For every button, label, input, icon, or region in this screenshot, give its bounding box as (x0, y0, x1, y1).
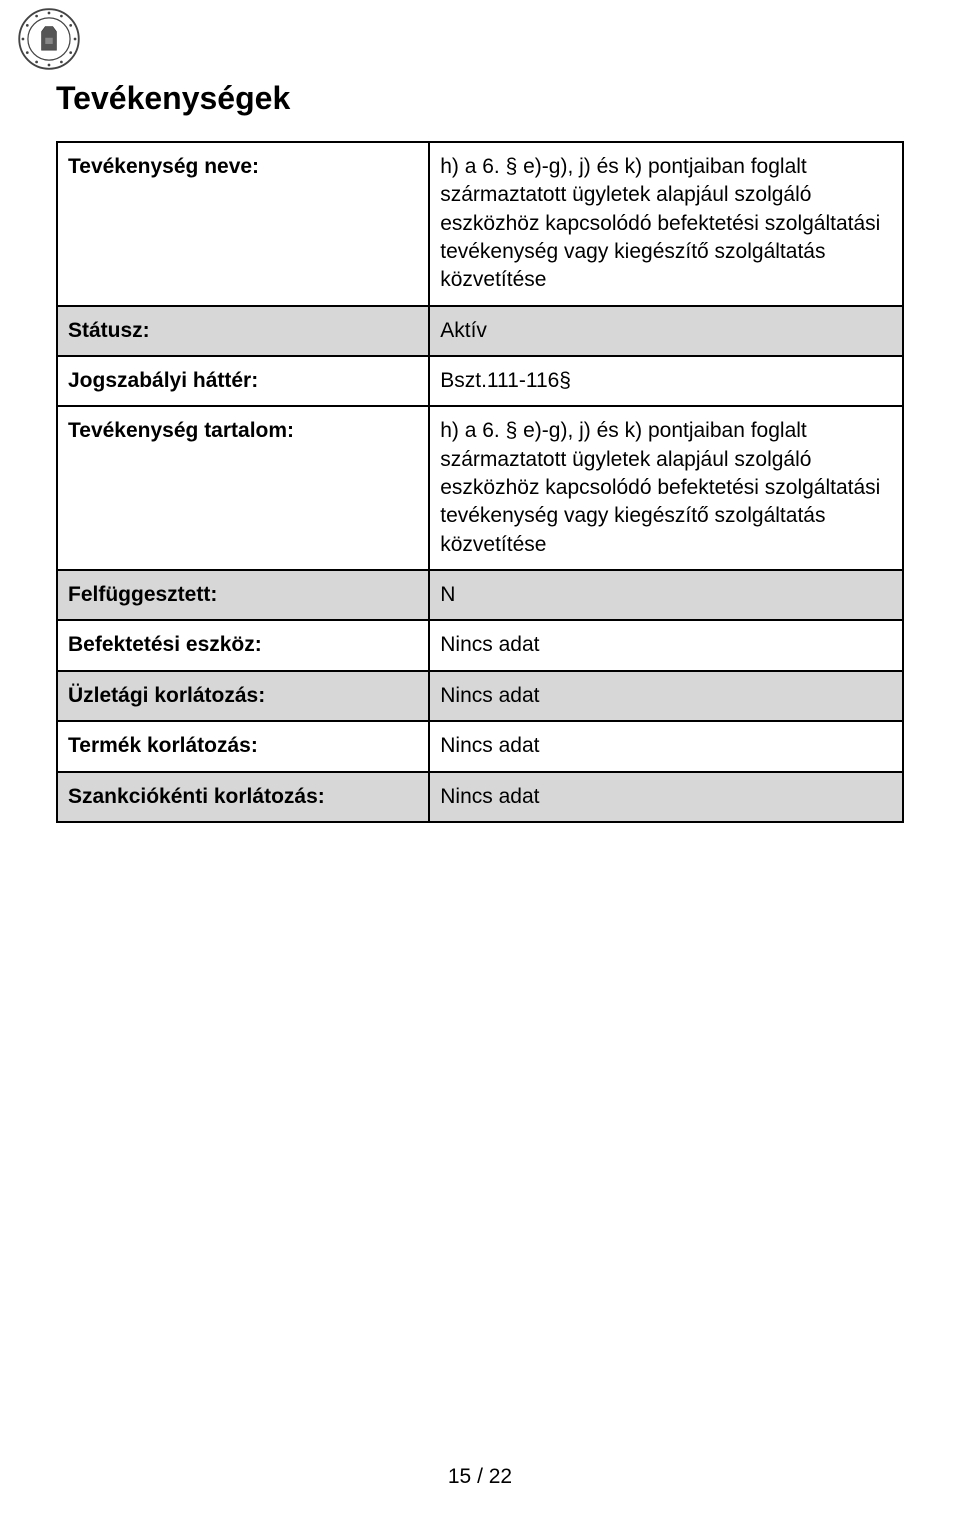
row-label: Befektetési eszköz: (57, 620, 429, 670)
activities-table: Tevékenység neve:h) a 6. § e)-g), j) és … (56, 141, 904, 823)
table-row: Tevékenység neve:h) a 6. § e)-g), j) és … (57, 142, 903, 306)
row-label: Tevékenység tartalom: (57, 406, 429, 570)
row-value: h) a 6. § e)-g), j) és k) pontjaiban fog… (429, 142, 903, 306)
row-value: Nincs adat (429, 671, 903, 721)
table-row: Tevékenység tartalom:h) a 6. § e)-g), j)… (57, 406, 903, 570)
page: Tevékenységek Tevékenység neve:h) a 6. §… (0, 0, 960, 1519)
row-value: Bszt.111-116§ (429, 356, 903, 406)
page-footer: 15 / 22 (0, 1465, 960, 1489)
table-row: Üzletági korlátozás:Nincs adat (57, 671, 903, 721)
row-label: Üzletági korlátozás: (57, 671, 429, 721)
table-row: Termék korlátozás:Nincs adat (57, 721, 903, 771)
page-title: Tevékenységek (56, 80, 904, 117)
logo-seal-icon (18, 8, 80, 70)
row-value: Aktív (429, 306, 903, 356)
table-row: Befektetési eszköz:Nincs adat (57, 620, 903, 670)
row-value: Nincs adat (429, 620, 903, 670)
table-row: Felfüggesztett:N (57, 570, 903, 620)
table-row: Jogszabályi háttér:Bszt.111-116§ (57, 356, 903, 406)
row-value: Nincs adat (429, 721, 903, 771)
row-label: Szankciókénti korlátozás: (57, 772, 429, 822)
row-value: N (429, 570, 903, 620)
row-label: Státusz: (57, 306, 429, 356)
row-label: Felfüggesztett: (57, 570, 429, 620)
row-label: Termék korlátozás: (57, 721, 429, 771)
row-label: Tevékenység neve: (57, 142, 429, 306)
table-row: Szankciókénti korlátozás:Nincs adat (57, 772, 903, 822)
row-value: h) a 6. § e)-g), j) és k) pontjaiban fog… (429, 406, 903, 570)
table-row: Státusz:Aktív (57, 306, 903, 356)
row-value: Nincs adat (429, 772, 903, 822)
row-label: Jogszabályi háttér: (57, 356, 429, 406)
